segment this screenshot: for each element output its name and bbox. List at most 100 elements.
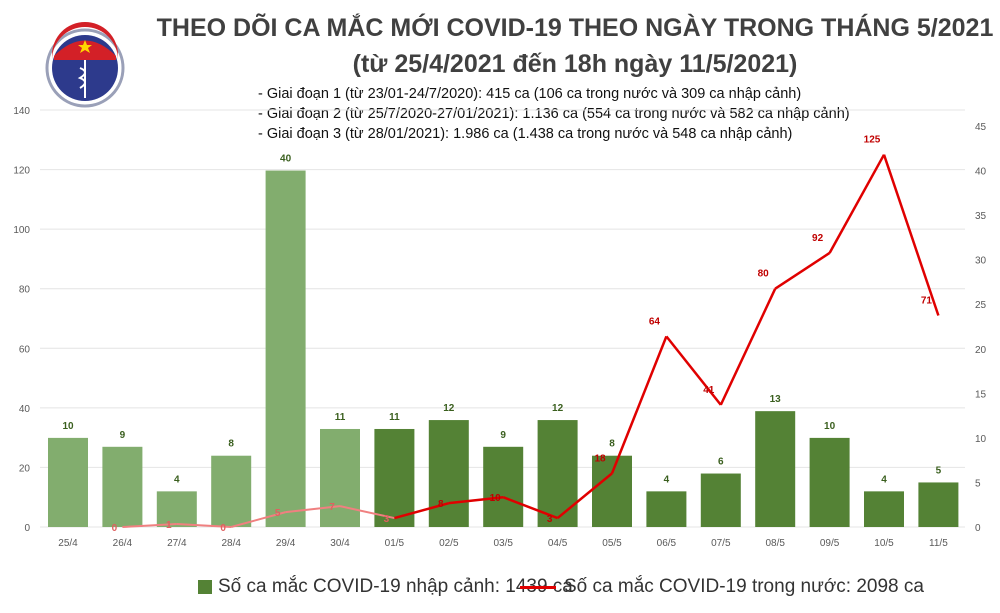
line-data-label: 125 xyxy=(864,135,881,146)
line-segment xyxy=(394,501,450,520)
x-axis-tick: 06/5 xyxy=(657,538,677,549)
left-axis-tick: 100 xyxy=(13,225,30,236)
bar xyxy=(809,437,850,527)
x-axis-tick: 27/4 xyxy=(167,538,187,549)
line-data-label: 10 xyxy=(490,493,502,504)
bar-data-label: 4 xyxy=(174,474,180,485)
bar-data-label: 9 xyxy=(500,430,506,441)
line-segment xyxy=(556,472,613,520)
legend-swatch-bar xyxy=(198,580,212,594)
line-segment xyxy=(176,523,232,528)
chart-subtitle: (từ 25/4/2021 đến 18h ngày 11/5/2021) xyxy=(352,50,798,78)
line-data-label: 7 xyxy=(329,502,335,513)
bar xyxy=(646,491,687,527)
line-segment xyxy=(665,335,722,406)
line-segment xyxy=(230,511,286,528)
x-axis-tick: 30/4 xyxy=(330,538,350,549)
x-axis-tick: 01/5 xyxy=(385,538,405,549)
legend-item-imported: Số ca mắc COVID-19 nhập cảnh: 1439 ca xyxy=(198,576,573,598)
line-data-label: 92 xyxy=(812,233,824,244)
line-segment xyxy=(882,154,940,316)
bar xyxy=(428,420,469,527)
bar xyxy=(864,491,904,527)
left-axis-tick: 0 xyxy=(24,523,30,534)
bar-data-label: 11 xyxy=(389,412,400,423)
bar-data-label: 10 xyxy=(62,421,74,432)
chart-title: THEO DÕI CA MẮC MỚI COVID-19 THEO NGÀY T… xyxy=(156,14,994,42)
bar xyxy=(320,428,360,527)
right-axis-tick: 10 xyxy=(975,434,987,445)
left-axis-tick: 60 xyxy=(19,344,31,355)
line-segment xyxy=(285,505,341,514)
right-axis-tick: 15 xyxy=(975,389,987,400)
x-axis-tick: 08/5 xyxy=(765,538,785,549)
left-axis-tick: 20 xyxy=(19,463,31,474)
bar xyxy=(48,437,88,527)
right-axis-tick: 40 xyxy=(975,167,987,178)
bar xyxy=(918,482,959,527)
bar xyxy=(265,170,306,528)
line-data-label: 80 xyxy=(758,269,770,280)
right-axis-tick: 30 xyxy=(975,256,987,267)
left-axis-tick: 40 xyxy=(19,404,31,415)
bar xyxy=(483,446,524,527)
line-data-label: 0 xyxy=(220,523,226,534)
line-segment xyxy=(122,523,177,528)
line-data-label: 71 xyxy=(921,296,933,307)
line-segment xyxy=(610,335,668,474)
left-axis-tick: 80 xyxy=(19,285,31,296)
right-axis-tick: 0 xyxy=(975,523,981,534)
bar-data-label: 5 xyxy=(936,465,942,476)
x-axis-tick: 26/4 xyxy=(113,538,133,549)
line-segment xyxy=(448,495,504,505)
phase-note-1: - Giai đoạn 1 (từ 23/01-24/7/2020): 415 … xyxy=(258,86,802,102)
line-data-label: 3 xyxy=(547,514,553,525)
x-axis-tick: 09/5 xyxy=(820,538,840,549)
line-segment xyxy=(502,496,559,520)
line-data-label: 1 xyxy=(166,520,172,531)
right-axis-tick: 35 xyxy=(975,211,987,222)
ministry-of-health-logo xyxy=(45,22,125,108)
x-axis-tick: 29/4 xyxy=(276,538,296,549)
left-axis-tick: 120 xyxy=(13,166,30,177)
bar-data-label: 12 xyxy=(443,403,455,414)
bar xyxy=(592,455,632,527)
bar xyxy=(374,428,415,527)
bar-data-label: 13 xyxy=(770,394,782,405)
line-segment xyxy=(774,251,831,290)
line-data-label: 64 xyxy=(649,316,661,327)
right-axis-tick: 45 xyxy=(975,122,987,133)
line-data-label: 5 xyxy=(275,508,281,519)
legend-swatch-line xyxy=(520,585,556,589)
bar xyxy=(700,473,741,527)
x-axis-tick: 03/5 xyxy=(493,538,513,549)
bar-data-label: 4 xyxy=(881,474,887,485)
bar-data-label: 40 xyxy=(280,154,292,165)
x-axis-tick: 04/5 xyxy=(548,538,568,549)
x-axis-tick: 11/5 xyxy=(929,538,948,549)
legend-label-imported: Số ca mắc COVID-19 nhập cảnh: 1439 ca xyxy=(218,576,573,597)
bar-data-label: 8 xyxy=(228,439,234,450)
x-axis-tick: 25/4 xyxy=(58,538,78,549)
right-axis-tick: 5 xyxy=(975,478,981,489)
bar xyxy=(211,455,252,527)
bar-data-label: 9 xyxy=(120,430,126,441)
x-axis-tick: 07/5 xyxy=(711,538,731,549)
line-data-label: 8 xyxy=(438,499,444,510)
x-axis-tick: 02/5 xyxy=(439,538,459,549)
bar-data-label: 4 xyxy=(664,474,670,485)
bar xyxy=(102,446,143,527)
legend-label-domestic: Số ca mắc COVID-19 trong nước: 2098 ca xyxy=(564,576,924,597)
line-segment xyxy=(828,154,886,254)
line-data-label: 18 xyxy=(594,453,606,464)
line-data-label: 41 xyxy=(703,385,715,396)
right-axis-tick: 25 xyxy=(975,300,987,311)
line-data-label: 0 xyxy=(112,523,118,534)
bar-data-label: 6 xyxy=(718,457,724,468)
line-data-label: 3 xyxy=(384,514,390,525)
bar xyxy=(755,411,796,527)
bar-data-label: 11 xyxy=(335,412,346,423)
bar-data-label: 10 xyxy=(824,421,836,432)
